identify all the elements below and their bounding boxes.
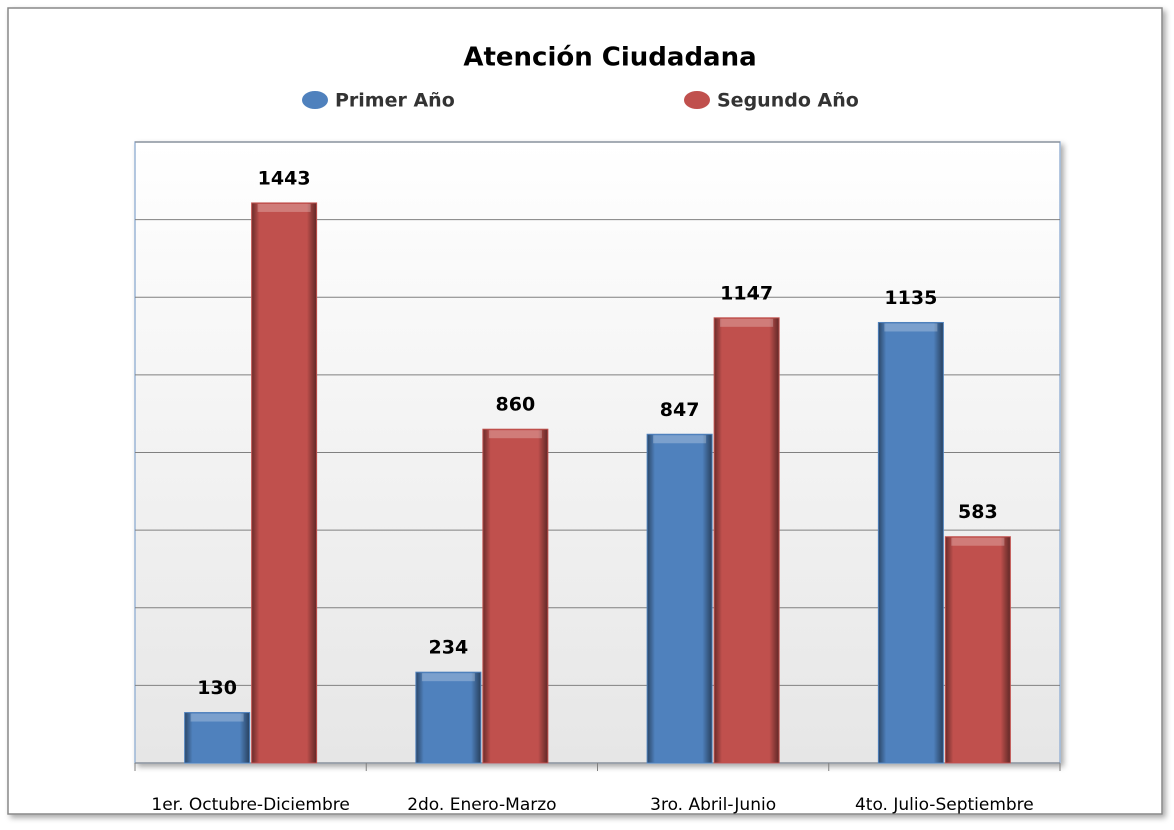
bar: [184, 712, 251, 764]
bar: [713, 317, 780, 764]
legend-marker: [302, 91, 328, 109]
data-label: 234: [429, 637, 469, 659]
bar: [415, 671, 482, 764]
legend-label: Segundo Año: [717, 90, 859, 112]
x-tick-label: 4to. Julio-Septiembre: [855, 795, 1034, 815]
x-tick-label: 1er. Octubre-Diciembre: [151, 795, 349, 815]
bar-bevel: [190, 713, 244, 722]
bar: [251, 202, 318, 764]
bar-bevel: [884, 323, 938, 332]
bar-bevel: [951, 537, 1005, 546]
x-tick-label: 2do. Enero-Marzo: [407, 795, 556, 815]
bar-bevel: [257, 203, 311, 212]
data-label: 130: [197, 677, 237, 699]
bar-bevel: [421, 673, 475, 682]
bar-bevel: [653, 435, 707, 444]
data-label: 583: [958, 501, 998, 523]
bar: [482, 428, 549, 764]
data-label: 860: [496, 394, 536, 416]
bar-bevel: [720, 318, 774, 327]
bar: [944, 536, 1011, 764]
data-label: 1135: [884, 287, 937, 309]
data-label: 1147: [720, 282, 773, 304]
bar: [877, 321, 944, 764]
bar: [646, 433, 713, 764]
x-tick-label: 3ro. Abril-Junio: [650, 795, 776, 815]
bar-bevel: [488, 430, 542, 439]
legend-marker: [684, 91, 710, 109]
data-label: 847: [660, 399, 700, 421]
chart-title: Atención Ciudadana: [463, 43, 756, 73]
legend-label: Primer Año: [335, 90, 455, 112]
data-label: 1443: [258, 167, 311, 189]
